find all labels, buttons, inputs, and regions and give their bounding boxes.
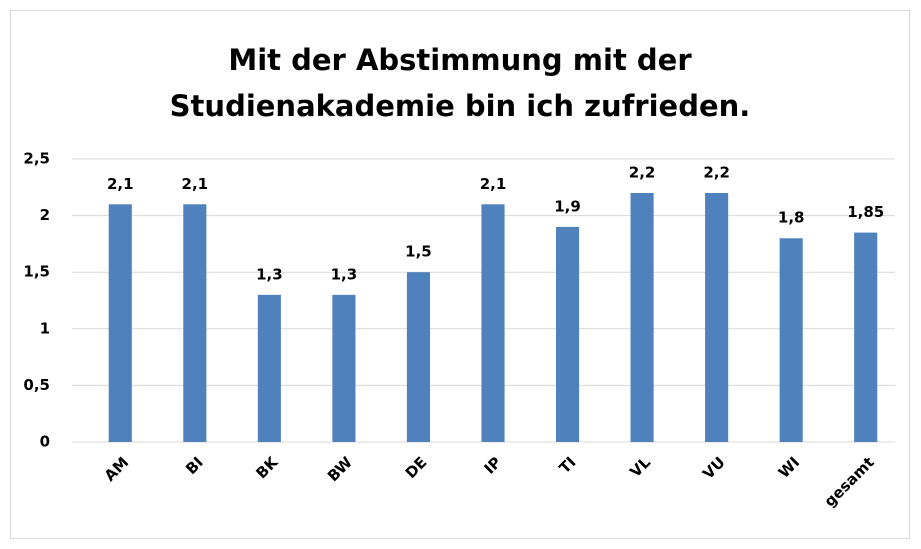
data-label: 2,2 [703,163,730,181]
bar [779,238,803,442]
bar [406,272,431,442]
chart-title: Mit der Abstimmung mit der [228,43,692,77]
data-label: 2,1 [107,175,134,193]
y-tick-label: 0,5 [23,376,50,394]
data-label: 1,5 [405,243,432,261]
bar [705,192,729,442]
data-label: 1,8 [778,209,805,227]
y-tick-label: 2 [40,206,50,224]
bar [183,204,207,442]
data-label: 2,2 [629,163,656,181]
chart-title: Studienakademie bin ich zufrieden. [170,89,751,123]
y-tick-label: 0 [40,433,50,451]
data-label: 1,9 [554,197,581,215]
bar [630,192,654,442]
bar [332,294,356,442]
bar [108,204,132,442]
data-label: 2,1 [182,175,209,193]
bar [257,294,281,442]
y-tick-label: 1 [40,319,50,337]
data-label: 1,3 [331,265,358,283]
data-label: 1,85 [847,203,884,221]
data-label: 2,1 [480,175,507,193]
bar [555,226,580,442]
bar [481,204,505,442]
y-tick-label: 2,5 [23,150,50,168]
data-label: 1,3 [256,265,283,283]
bar [854,232,878,442]
y-tick-label: 1,5 [23,263,50,281]
chart-border [10,10,910,539]
